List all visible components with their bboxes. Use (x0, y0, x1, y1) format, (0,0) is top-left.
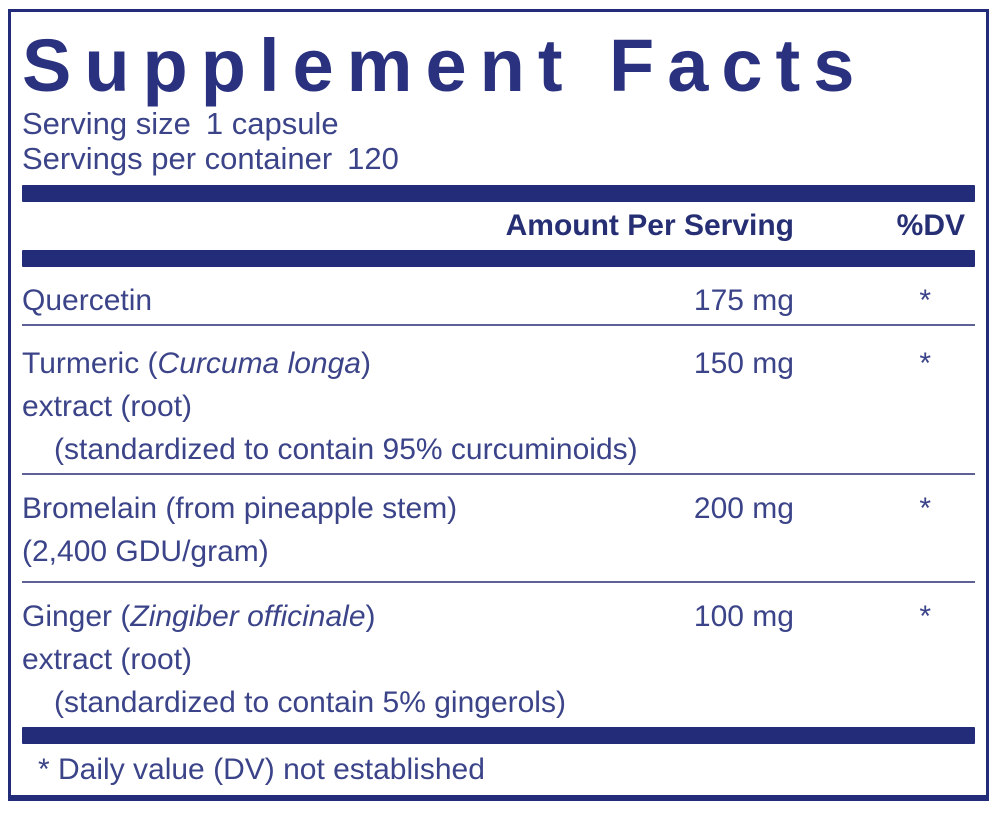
ingredient-row-ginger: Ginger (Zingiber officinale) extract (ro… (22, 583, 975, 727)
servings-per-container-value: 120 (347, 141, 399, 176)
servings-per-container-label: Servings per container (22, 141, 333, 176)
ingredient-name: Ginger (Zingiber officinale) extract (ro… (22, 595, 644, 724)
serving-size-label: Serving size (22, 106, 191, 141)
dv-asterisk: * (919, 600, 931, 633)
amount-per-serving-header: Amount Per Serving (505, 209, 794, 242)
ingredient-name-line: Quercetin (22, 284, 153, 317)
ingredient-amount: 100 mg (693, 600, 794, 633)
latin-name: Zingiber officinale (130, 600, 366, 633)
standardization-note: (standardized to contain 5% gingerols) (54, 686, 566, 719)
ingredient-name-line: extract (root) (22, 643, 193, 676)
thick-divider-top (22, 185, 975, 202)
dv-asterisk: * (919, 492, 931, 525)
thick-divider-bottom (22, 727, 975, 744)
supplement-facts-panel: Supplement Facts Serving size 1 capsule S… (8, 9, 989, 801)
ingredient-name-line: extract (root) (22, 390, 193, 423)
ingredient-row-bromelain: Bromelain (from pineapple stem) (2,400 G… (22, 475, 975, 581)
ingredient-name-line: Ginger (Zingiber officinale) (22, 600, 376, 633)
dv-asterisk: * (919, 284, 931, 317)
ingredient-name: Quercetin (22, 279, 644, 322)
footnote: * Daily value (DV) not established (38, 753, 485, 786)
ingredient-name: Turmeric (Curcuma longa) extract (root) … (22, 342, 644, 471)
percent-dv-header: %DV (896, 209, 965, 242)
serving-size-line: Serving size 1 capsule (22, 106, 975, 141)
standardization-note: (standardized to contain 95% curcuminoid… (54, 433, 638, 466)
row-separator (22, 324, 975, 326)
column-header-row: Amount Per Serving %DV (22, 202, 975, 250)
thick-divider-header (22, 250, 975, 267)
servings-per-container-line: Servings per container 120 (22, 141, 975, 176)
ingredient-row-quercetin: Quercetin 175 mg * (22, 267, 975, 324)
dv-asterisk: * (919, 347, 931, 380)
row-separator (22, 581, 975, 583)
row-separator (22, 473, 975, 475)
latin-name: Curcuma longa (157, 347, 361, 380)
serving-size-value: 1 capsule (205, 106, 339, 141)
ingredient-row-turmeric: Turmeric (Curcuma longa) extract (root) … (22, 326, 975, 473)
ingredient-name-line: Turmeric (Curcuma longa) (22, 347, 371, 380)
ingredient-name: Bromelain (from pineapple stem) (2,400 G… (22, 487, 644, 573)
ingredient-amount: 175 mg (693, 284, 794, 317)
ingredient-name-line: (2,400 GDU/gram) (22, 535, 269, 568)
ingredient-amount: 200 mg (693, 492, 794, 525)
ingredient-name-line: Bromelain (from pineapple stem) (22, 492, 458, 525)
ingredient-amount: 150 mg (693, 347, 794, 380)
facts-title: Supplement Facts (22, 24, 868, 107)
